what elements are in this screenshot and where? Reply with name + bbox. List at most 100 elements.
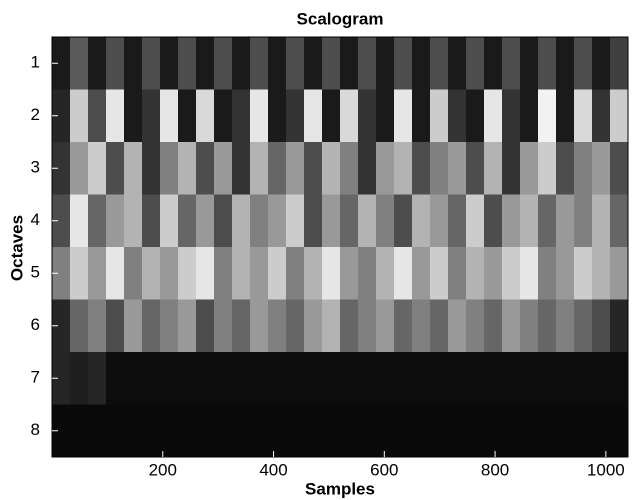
heatmap-cell	[610, 247, 629, 300]
heatmap-cell	[610, 299, 629, 353]
y-tick-label: 6	[31, 315, 40, 334]
heatmap-cell	[286, 37, 305, 90]
heatmap-cell	[322, 142, 341, 195]
heatmap-cell	[340, 352, 359, 405]
heatmap-cell	[160, 37, 179, 90]
heatmap-cell	[196, 37, 215, 90]
heatmap-cell	[178, 247, 197, 300]
heatmap-cell	[556, 142, 575, 195]
heatmap-cell	[430, 352, 449, 405]
heatmap-cell	[250, 247, 269, 300]
heatmap-cell	[88, 194, 107, 248]
heatmap-cell	[610, 352, 629, 405]
heatmap-cell	[376, 404, 395, 458]
heatmap-cell	[376, 37, 395, 90]
heatmap-cell	[556, 37, 575, 90]
heatmap-cell	[466, 89, 485, 143]
heatmap-cell	[232, 299, 251, 353]
heatmap-cell	[574, 89, 593, 143]
heatmap-cell	[214, 37, 233, 90]
x-axis-label: Samples	[305, 479, 375, 498]
heatmap-cell	[394, 194, 413, 248]
heatmap-cell	[538, 89, 557, 143]
heatmap-cell	[106, 89, 125, 143]
heatmap-cell	[322, 404, 341, 458]
x-tick-label: 200	[149, 460, 177, 479]
heatmap-cell	[52, 142, 71, 195]
heatmap-cell	[214, 142, 233, 195]
heatmap-cell	[88, 89, 107, 143]
heatmap-cell	[520, 89, 539, 143]
y-axis-label: Octaves	[7, 215, 26, 281]
heatmap	[52, 37, 629, 458]
heatmap-cell	[70, 194, 89, 248]
heatmap-cell	[70, 37, 89, 90]
heatmap-cell	[304, 89, 323, 143]
heatmap-cell	[142, 89, 161, 143]
heatmap-cell	[268, 299, 287, 353]
heatmap-cell	[88, 299, 107, 353]
heatmap-cell	[520, 404, 539, 458]
heatmap-cell	[322, 89, 341, 143]
heatmap-cell	[232, 404, 251, 458]
heatmap-cell	[538, 352, 557, 405]
heatmap-cell	[610, 404, 629, 458]
heatmap-cell	[340, 194, 359, 248]
heatmap-cell	[448, 37, 467, 90]
heatmap-cell	[556, 299, 575, 353]
heatmap-cell	[340, 247, 359, 300]
y-tick-label: 2	[31, 105, 40, 124]
heatmap-cell	[466, 247, 485, 300]
heatmap-cell	[52, 247, 71, 300]
heatmap-cell	[178, 404, 197, 458]
heatmap-cell	[322, 37, 341, 90]
heatmap-cell	[250, 194, 269, 248]
heatmap-cell	[232, 247, 251, 300]
heatmap-cell	[610, 142, 629, 195]
heatmap-cell	[52, 404, 71, 458]
heatmap-cell	[286, 247, 305, 300]
x-tick-label: 400	[259, 460, 287, 479]
heatmap-cell	[448, 299, 467, 353]
heatmap-cell	[106, 404, 125, 458]
heatmap-cell	[178, 37, 197, 90]
heatmap-cell	[124, 37, 143, 90]
heatmap-cell	[394, 299, 413, 353]
heatmap-cell	[124, 247, 143, 300]
heatmap-cell	[304, 352, 323, 405]
heatmap-cell	[358, 247, 377, 300]
y-tick-label: 4	[31, 210, 40, 229]
heatmap-cell	[124, 404, 143, 458]
y-tick-label: 5	[31, 263, 40, 282]
heatmap-cell	[538, 299, 557, 353]
heatmap-cell	[250, 352, 269, 405]
heatmap-cell	[574, 299, 593, 353]
heatmap-cell	[592, 404, 611, 458]
heatmap-cell	[214, 89, 233, 143]
heatmap-cell	[178, 352, 197, 405]
heatmap-cell	[448, 89, 467, 143]
heatmap-cell	[322, 299, 341, 353]
heatmap-cell	[556, 404, 575, 458]
heatmap-cell	[556, 247, 575, 300]
heatmap-cell	[502, 299, 521, 353]
heatmap-cell	[574, 37, 593, 90]
heatmap-cell	[196, 247, 215, 300]
heatmap-cell	[376, 89, 395, 143]
heatmap-cell	[358, 299, 377, 353]
heatmap-cell	[430, 404, 449, 458]
heatmap-cell	[88, 352, 107, 405]
heatmap-cell	[394, 352, 413, 405]
heatmap-cell	[376, 194, 395, 248]
heatmap-cell	[484, 352, 503, 405]
heatmap-cell	[592, 247, 611, 300]
heatmap-cell	[286, 142, 305, 195]
heatmap-cell	[538, 247, 557, 300]
heatmap-cell	[88, 247, 107, 300]
heatmap-cell	[520, 352, 539, 405]
heatmap-cell	[574, 247, 593, 300]
heatmap-cell	[232, 352, 251, 405]
heatmap-cell	[592, 299, 611, 353]
heatmap-cell	[142, 299, 161, 353]
